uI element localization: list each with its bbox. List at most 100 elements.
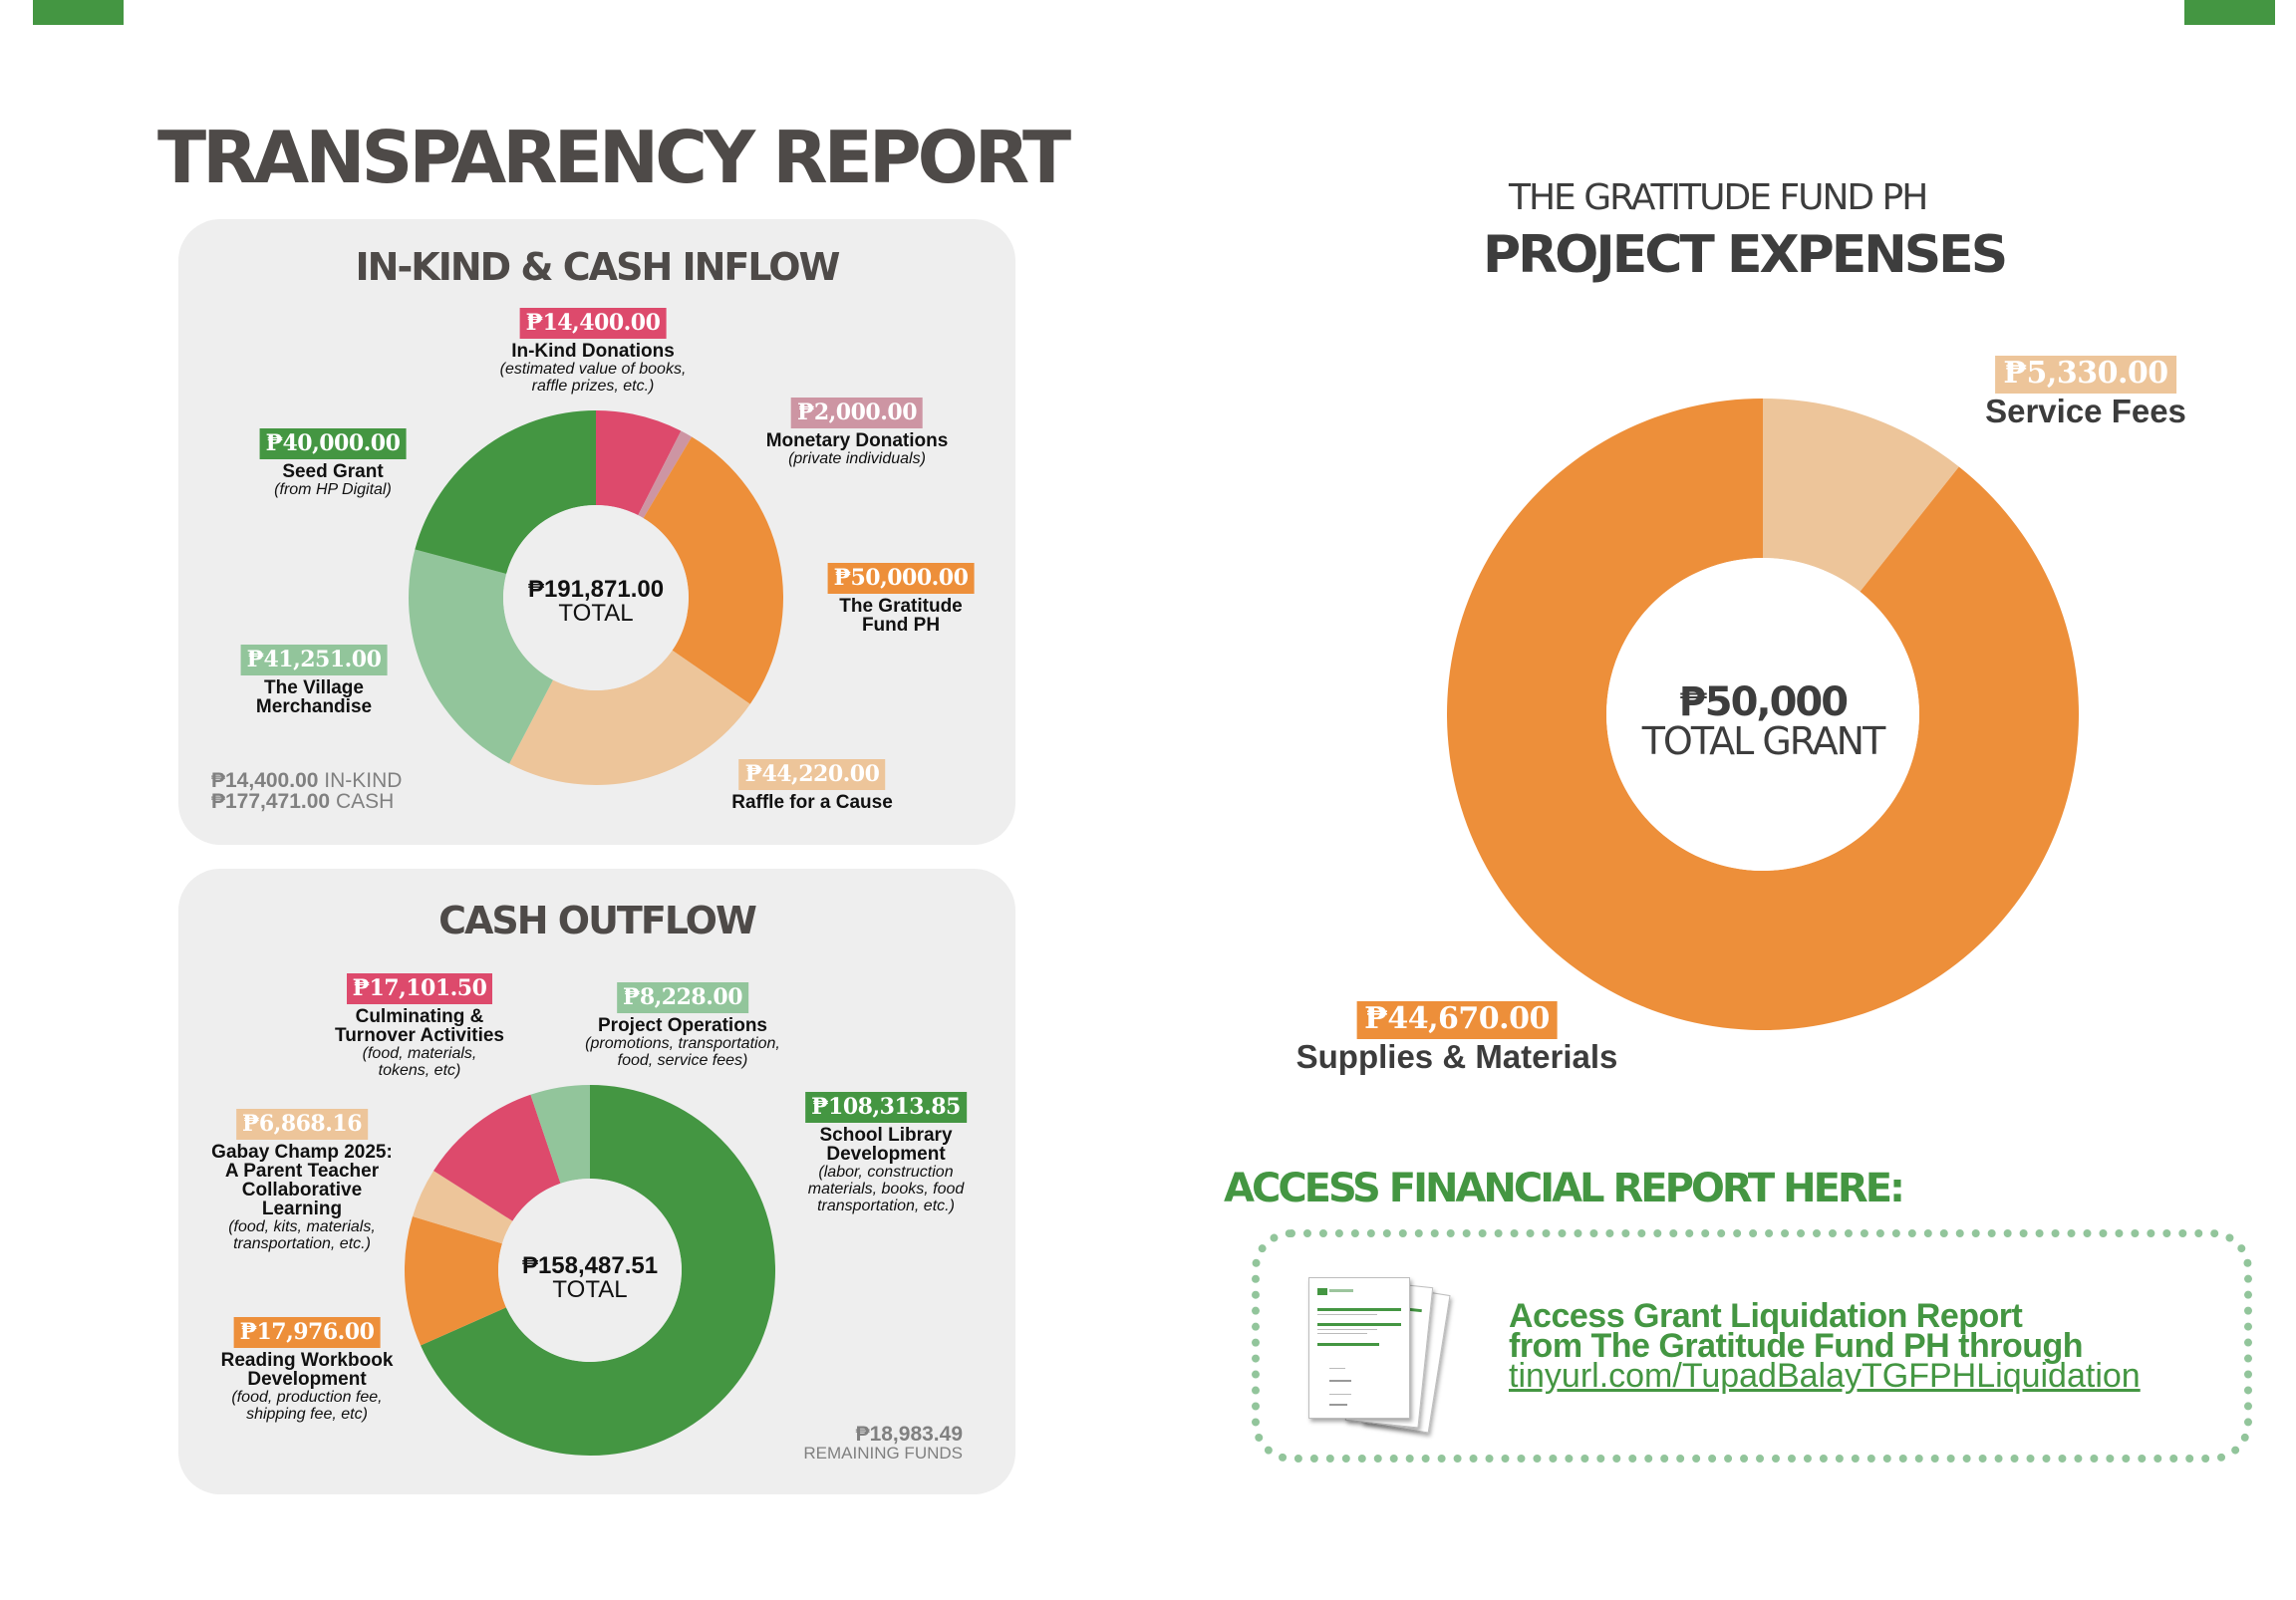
inflow-label-monetary: ₱2,000.00 Monetary Donations (private in…	[765, 398, 949, 467]
label-name: The Village	[264, 677, 364, 698]
label-sub: (labor, construction	[818, 1164, 954, 1181]
expenses-label-service-fees: ₱5,330.00 Service Fees	[1985, 356, 2186, 429]
inflow-slice-in-kind-donations	[596, 410, 682, 516]
outflow-slice-project-operations	[530, 1085, 590, 1184]
doc-page-front	[1308, 1277, 1410, 1419]
expenses-total-label: TOTAL GRANT	[1641, 719, 1886, 763]
amount-badge: ₱17,101.50	[346, 973, 493, 1004]
label-name: Project Operations	[598, 1015, 767, 1036]
label-name: Development	[247, 1369, 367, 1390]
access-heading: ACCESS FINANCIAL REPORT HERE:	[1224, 1166, 1905, 1211]
label-name: Monetary Donations	[765, 430, 949, 451]
label-name: Learning	[261, 1199, 343, 1219]
expenses-center: ₱50,000 TOTAL GRANT	[1641, 679, 1886, 763]
expenses-slice-supplies-materials	[1447, 399, 2079, 1030]
outflow-hole	[498, 1179, 682, 1362]
label-sub: shipping fee, etc)	[246, 1406, 368, 1423]
label-sub: (food, kits, materials,	[228, 1218, 376, 1235]
amount-badge: ₱108,313.85	[805, 1092, 967, 1123]
inflow-label-village: ₱41,251.00 The Village Merchandise	[240, 645, 388, 717]
inflow-slice-seed-grant	[415, 410, 596, 575]
amount-badge: ₱17,976.00	[233, 1317, 381, 1348]
inkind-label: IN-KIND	[324, 769, 403, 792]
outflow-total-value: ₱158,487.51	[521, 1252, 659, 1279]
outflow-center: ₱158,487.51 TOTAL	[522, 1254, 658, 1302]
amount-badge: ₱6,868.16	[235, 1109, 369, 1140]
label-sub: (from HP Digital)	[274, 481, 392, 498]
label-name: Turnover Activities	[335, 1025, 504, 1046]
expenses-total-value: ₱50,000	[1678, 679, 1849, 725]
amount-badge: ₱50,000.00	[827, 563, 975, 594]
inflow-total-value: ₱191,871.00	[527, 576, 665, 603]
inflow-slice-monetary-donations	[638, 430, 693, 519]
label-sub: (food, production fee,	[231, 1389, 383, 1406]
access-line-2: from The Gratitude Fund PH through	[1509, 1327, 2084, 1365]
outflow-slice-culminating-turnover-activities	[433, 1094, 561, 1221]
outflow-label-operations: ₱8,228.00 Project Operations (promotions…	[585, 982, 780, 1069]
label-name: Fund PH	[861, 615, 941, 636]
inflow-summary: ₱14,400.00 IN-KIND ₱177,471.00 CASH	[211, 770, 402, 812]
inflow-slice-the-gratitude-fund-ph	[643, 436, 783, 704]
inflow-hole	[503, 505, 689, 690]
outflow-slice-school-library-development	[421, 1085, 775, 1457]
amount-badge: ₱40,000.00	[259, 428, 407, 459]
cash-total: ₱177,471.00	[211, 790, 331, 813]
outflow-total-label: TOTAL	[552, 1276, 628, 1303]
label-sub: raffle prizes, etc.)	[531, 378, 655, 395]
access-report-box[interactable]	[1252, 1229, 2252, 1463]
label-name: School Library	[819, 1125, 953, 1146]
amount-badge: ₱44,220.00	[738, 759, 886, 790]
cash-label: CASH	[335, 790, 395, 813]
expenses-hole	[1606, 558, 1919, 871]
label-name: Merchandise	[255, 696, 373, 717]
amount-badge: ₱41,251.00	[240, 645, 388, 675]
outflow-label-workbook: ₱17,976.00 Reading Workbook Development …	[220, 1317, 394, 1423]
amount-badge: ₱5,330.00	[1995, 356, 2176, 394]
expenses-label-supplies: ₱44,670.00 Supplies & Materials	[1295, 1001, 1618, 1075]
label-name: Gabay Champ 2025:	[211, 1142, 393, 1163]
remaining-value: ₱18,983.49	[855, 1423, 963, 1446]
remaining-label: REMAINING FUNDS	[803, 1444, 963, 1463]
inflow-slice-raffle-for-a-cause	[509, 650, 750, 785]
expenses-subtitle: THE GRATITUDE FUND PH	[1509, 177, 1928, 218]
liquidation-report-link[interactable]: tinyurl.com/TupadBalayTGFPHLiquidation	[1509, 1357, 2141, 1395]
label-sub: transportation, etc.)	[233, 1235, 371, 1252]
inflow-total-label: TOTAL	[558, 600, 634, 627]
corner-bar-right	[2184, 0, 2275, 25]
outflow-label-gabay: ₱6,868.16 Gabay Champ 2025: A Parent Tea…	[211, 1109, 393, 1252]
label-name: Service Fees	[1985, 393, 2186, 429]
inflow-label-gratitude-fund: ₱50,000.00 The Gratitude Fund PH	[827, 563, 975, 636]
corner-bar-left	[33, 0, 124, 25]
label-name: Supplies & Materials	[1295, 1038, 1618, 1075]
label-name: A Parent Teacher	[224, 1161, 380, 1182]
amount-badge: ₱14,400.00	[519, 308, 667, 339]
outflow-slice-gabay-champ-2025-a-parent-teacher-collaborative-learning	[412, 1171, 513, 1244]
inflow-center: ₱191,871.00 TOTAL	[528, 578, 664, 626]
document-stack-icon[interactable]	[1300, 1267, 1480, 1437]
inflow-slice-the-village-merchandise	[408, 549, 553, 764]
remaining-funds: ₱18,983.49 REMAINING FUNDS	[757, 1423, 963, 1463]
label-name: Raffle for a Cause	[731, 792, 893, 813]
label-sub: transportation, etc.)	[817, 1198, 955, 1214]
label-name: Collaborative	[241, 1180, 363, 1200]
label-sub: (promotions, transportation,	[585, 1035, 780, 1052]
label-name: Reading Workbook	[220, 1350, 394, 1371]
amount-badge: ₱2,000.00	[790, 398, 924, 428]
expenses-title: PROJECT EXPENSES	[1483, 225, 2008, 285]
label-name: Seed Grant	[282, 461, 384, 482]
label-sub: (estimated value of books,	[499, 361, 687, 378]
label-name: Development	[826, 1144, 946, 1165]
inflow-label-raffle: ₱44,220.00 Raffle for a Cause	[731, 759, 893, 812]
outflow-label-culminating: ₱17,101.50 Culminating & Turnover Activi…	[335, 973, 504, 1079]
inflow-title: IN-KIND & CASH INFLOW	[355, 245, 841, 289]
label-sub: food, service fees)	[617, 1052, 748, 1069]
label-name: Culminating &	[355, 1006, 484, 1027]
label-sub: materials, books, food	[807, 1181, 965, 1198]
label-sub: (food, materials,	[362, 1045, 477, 1062]
amount-badge: ₱8,228.00	[616, 982, 749, 1013]
inflow-label-inkind: ₱14,400.00 In-Kind Donations (estimated …	[499, 308, 687, 395]
inkind-total: ₱14,400.00	[211, 769, 319, 792]
